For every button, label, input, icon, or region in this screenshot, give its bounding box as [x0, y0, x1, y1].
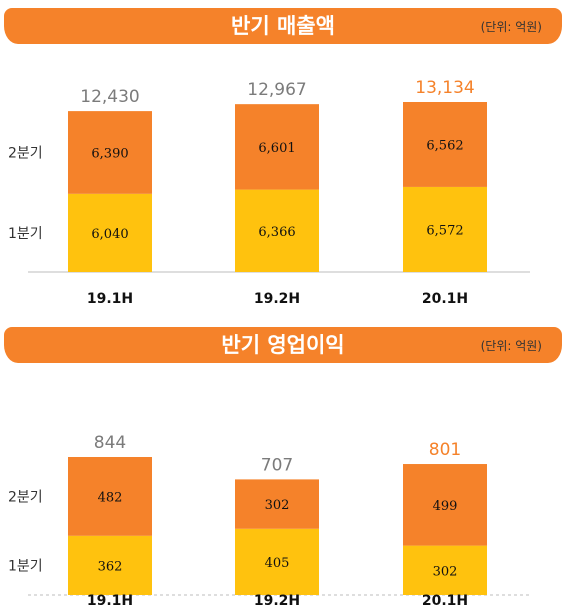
revenue-q2-value-1: 6,601: [258, 141, 295, 156]
operating-profit-bar-q2-0: [68, 457, 152, 536]
revenue-total-2: 13,134: [415, 78, 474, 98]
operating-profit-bar-q2-2: [403, 464, 487, 546]
revenue-q2-value-0: 6,390: [91, 146, 128, 161]
revenue-q2-value-2: 6,562: [426, 138, 463, 153]
operating-profit-header: 반기 영업이익 (단위: 억원): [4, 327, 562, 363]
revenue-category-0: 19.1H: [87, 291, 133, 307]
revenue-q1-value-0: 6,040: [91, 227, 128, 242]
revenue-category-2: 20.1H: [422, 291, 468, 307]
revenue-bar-q2-1: [235, 104, 319, 190]
revenue-category-1: 19.2H: [254, 291, 300, 307]
revenue-q1-value-1: 6,366: [258, 225, 295, 240]
operating-profit-q1-value-1: 405: [265, 556, 290, 571]
revenue-total-0: 12,430: [80, 87, 139, 107]
revenue-panel: 반기 매출액 (단위: 억원) 6,040 6,390 12,430 19.1H 6,3…: [0, 8, 569, 308]
revenue-bar-q2-2: [403, 102, 487, 187]
operating-profit-bar-q1-1: [235, 528, 319, 595]
operating-profit-panel: 반기 영업이익 (단위: 억원) 362 482 844 19.1H 405 302 707…: [0, 327, 569, 613]
operating-profit-chart: 362 482 844 19.1H 405 302 707 19.2H 302 499 801 20.…: [8, 433, 530, 609]
operating-profit-q1-value-2: 302: [433, 564, 458, 579]
revenue-legend-q1: 1분기: [8, 226, 43, 242]
revenue-bar-q1-2: [403, 186, 487, 272]
operating-profit-category-1: 19.2H: [254, 593, 300, 609]
revenue-bar-q1-0: [68, 193, 152, 272]
operating-profit-q2-value-2: 499: [433, 499, 458, 514]
operating-profit-title: 반기 영업이익: [221, 333, 345, 357]
operating-profit-total-2: 801: [429, 440, 461, 460]
revenue-unit: (단위: 억원): [480, 20, 542, 34]
operating-profit-q2-value-1: 302: [265, 498, 290, 513]
operating-profit-total-1: 707: [261, 455, 293, 475]
revenue-q1-value-2: 6,572: [426, 223, 463, 238]
operating-profit-q1-value-0: 362: [98, 559, 123, 574]
revenue-header: 반기 매출액 (단위: 억원): [4, 8, 562, 44]
operating-profit-category-2: 20.1H: [422, 593, 468, 609]
revenue-total-1: 12,967: [247, 80, 306, 100]
operating-profit-legend-q2: 2분기: [8, 489, 43, 505]
revenue-bar-q1-1: [235, 189, 319, 272]
revenue-chart: 6,040 6,390 12,430 19.1H 6,366 6,601 12,967 19.…: [8, 78, 530, 307]
operating-profit-total-0: 844: [94, 433, 126, 453]
operating-profit-bar-q2-1: [235, 479, 319, 529]
revenue-title: 반기 매출액: [231, 14, 335, 38]
operating-profit-q2-value-0: 482: [98, 490, 123, 505]
operating-profit-category-0: 19.1H: [87, 593, 133, 609]
operating-profit-unit: (단위: 억원): [480, 339, 542, 353]
operating-profit-legend-q1: 1분기: [8, 558, 43, 574]
operating-profit-bar-q1-2: [403, 545, 487, 595]
revenue-legend-q2: 2분기: [8, 145, 43, 161]
operating-profit-bar-q1-0: [68, 535, 152, 595]
revenue-bar-q2-0: [68, 111, 152, 194]
